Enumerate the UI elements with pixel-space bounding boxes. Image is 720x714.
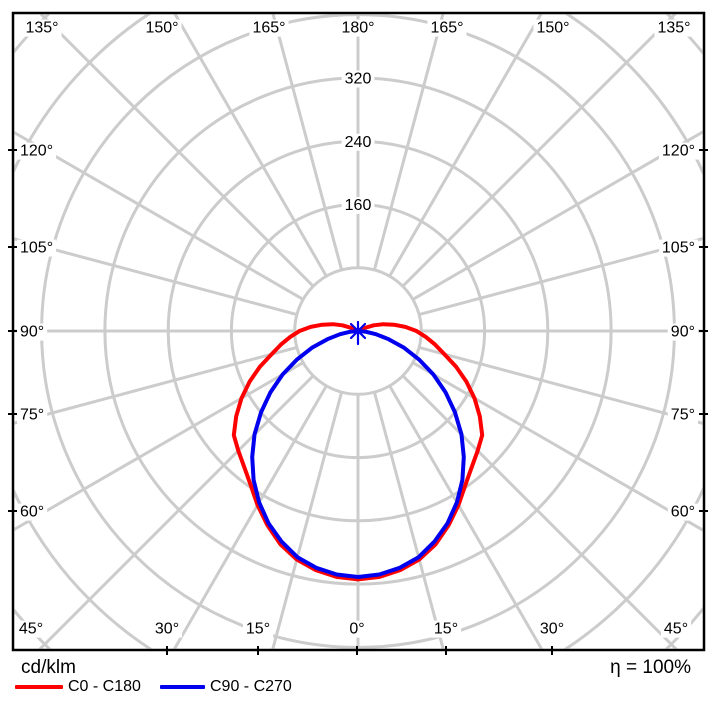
legend-line-c90-icon [160,685,205,689]
angle-label-left: 120° [17,142,57,160]
svg-text:135°: 135° [25,20,58,37]
angle-label-top: 150° [533,19,573,37]
svg-text:90°: 90° [671,324,695,341]
chart-labels: 160 240 320 135° 150° 165° 180° 165° 150° 135° 45°… [15,19,698,638]
angle-label-left: 105° [17,239,57,257]
svg-text:150°: 150° [145,20,178,37]
angle-label-top: 150° [142,19,182,37]
angle-label-left: 75° [17,406,48,424]
legend-line-c0-icon [15,685,63,689]
svg-text:15°: 15° [246,621,270,638]
angle-label-bottom: 45° [660,620,692,638]
angle-label-top: 180° [338,19,378,37]
svg-text:180°: 180° [341,20,374,37]
angle-label-top: 165° [427,19,467,37]
grid-spoke [14,130,304,301]
grid-spoke [173,14,328,277]
center-marker-icon [349,320,367,346]
svg-text:120°: 120° [20,143,53,160]
svg-text:30°: 30° [540,621,564,638]
svg-text:165°: 165° [430,20,463,37]
angle-label-top: 135° [22,19,62,37]
angle-label-top: 165° [249,19,289,37]
units-label: cd/klm [21,657,76,678]
svg-text:45°: 45° [19,621,43,638]
angle-label-right: 90° [667,323,698,341]
angle-label-bottom: 15° [242,620,274,638]
ring-label: 240 [341,133,375,151]
svg-text:75°: 75° [671,407,695,424]
angle-label-left: 90° [17,323,48,341]
legend-label-c90: C90 - C270 [210,678,292,695]
curve-c90-c270 [250,329,466,579]
grid-spoke [372,14,445,271]
chart-frame [11,11,706,652]
svg-text:105°: 105° [662,240,695,257]
angle-label-top: 135° [654,19,694,37]
svg-text:120°: 120° [662,143,695,160]
grid-spoke [388,14,543,277]
svg-text:105°: 105° [20,240,53,257]
ring-label: 160 [341,197,375,215]
grid-spoke [418,345,703,425]
angle-label-bottom: 15° [430,620,462,638]
grid-spoke [412,130,703,301]
svg-text:240: 240 [345,134,372,151]
svg-text:60°: 60° [671,504,695,521]
angle-label-right: 120° [658,142,698,160]
svg-text:165°: 165° [252,20,285,37]
svg-text:45°: 45° [664,621,688,638]
angle-label-bottom: 30° [536,620,568,638]
curve-c0-c180 [231,322,485,582]
angle-label-right: 75° [667,406,698,424]
svg-text:135°: 135° [657,20,690,37]
angle-label-left: 60° [17,503,48,521]
grid-spoke [372,391,445,649]
efficiency-label: η = 100% [610,657,691,678]
grid-spoke [412,361,703,532]
grid-spoke [38,374,315,649]
svg-text:90°: 90° [20,324,44,341]
angle-label-bottom: 30° [151,620,183,638]
svg-text:150°: 150° [536,20,569,37]
grid-spoke [388,385,544,649]
svg-text:15°: 15° [434,621,458,638]
grid-spoke [271,14,344,271]
grid-spoke [172,385,328,649]
svg-text:0°: 0° [349,621,364,638]
svg-text:30°: 30° [155,621,179,638]
grid-spoke [418,237,703,317]
angle-label-right: 60° [667,503,698,521]
angle-label-bottom: 0° [346,620,368,638]
grid-spoke [14,345,298,425]
svg-text:320: 320 [345,70,372,87]
grid-spoke [14,237,298,317]
grid-spoke [401,374,678,649]
angle-label-right: 105° [658,239,698,257]
svg-text:75°: 75° [20,407,44,424]
angle-label-bottom: 45° [15,620,47,638]
grid-spoke [271,391,344,649]
ring-label: 320 [341,70,375,88]
svg-text:160: 160 [345,197,372,214]
legend-label-c0: C0 - C180 [68,678,141,695]
svg-text:60°: 60° [20,504,44,521]
